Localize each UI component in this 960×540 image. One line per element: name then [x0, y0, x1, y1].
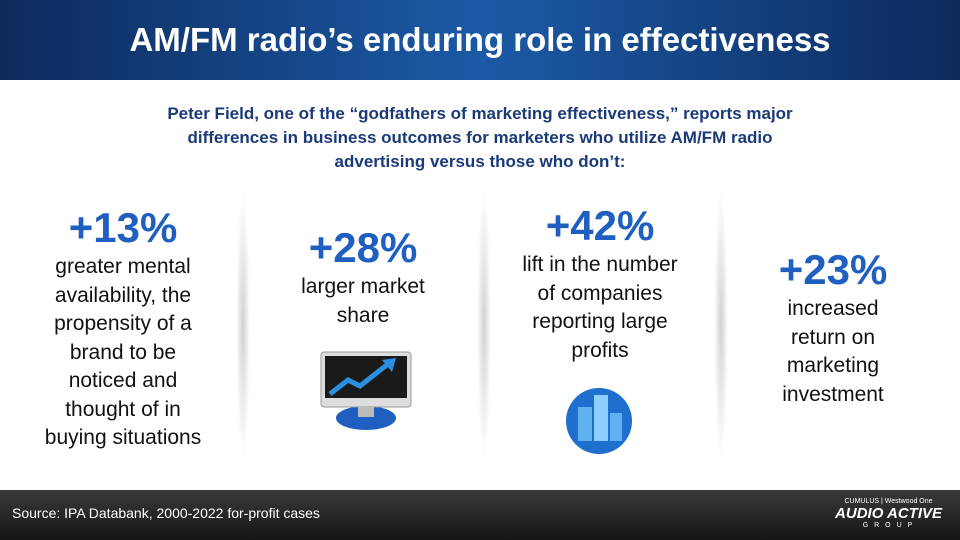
- title: AM/FM radio’s enduring role in effective…: [129, 21, 831, 58]
- logo-top: CUMULUS | Westwood One: [844, 498, 933, 505]
- stat-description: investment: [782, 382, 884, 406]
- intro-line: advertising versus those who don’t:: [334, 152, 626, 171]
- stat-description: thought of in: [65, 397, 181, 421]
- stat-description: marketing: [786, 354, 880, 377]
- stat-description: greater mental: [55, 255, 191, 278]
- stat-figure: +23%: [778, 246, 888, 293]
- intro: Peter Field, one of the “godfathers of m…: [80, 102, 880, 174]
- logo: CUMULUS | Westwood One AUDIO ACTIVE G R …: [835, 498, 942, 529]
- stat-description: of companies: [537, 281, 663, 305]
- stat-description: noticed and: [68, 369, 178, 392]
- stat-figure: +42%: [545, 202, 655, 249]
- separator: [477, 190, 491, 460]
- stat-figure: +13%: [68, 204, 178, 251]
- stat-description: increased: [787, 297, 879, 320]
- logo-brand: AUDIO ACTIVE: [835, 505, 942, 522]
- stat: +13% greater mental availability, the prope…: [18, 205, 228, 453]
- intro-line: differences in business outcomes for mar…: [187, 128, 773, 147]
- stat-description: return on: [790, 325, 876, 349]
- footer: [0, 490, 960, 540]
- stat: +42% lift in the number of companies report…: [495, 203, 705, 365]
- stat-description: larger market: [301, 275, 425, 298]
- stat: +28% larger market share: [263, 225, 463, 330]
- stat-description: buying situations: [44, 426, 202, 449]
- stat-figure: +28%: [308, 224, 418, 271]
- stat-description: lift in the number: [522, 253, 678, 276]
- stat-description: availability, the: [54, 283, 192, 307]
- stat-description: share: [336, 303, 390, 327]
- header: AM/FM radio’s enduring role in effective…: [0, 0, 960, 80]
- separator: [714, 190, 728, 460]
- intro-line: Peter Field, one of the “godfathers of m…: [167, 104, 793, 123]
- buildings-icon: [566, 388, 632, 454]
- stat-description: profits: [571, 338, 629, 362]
- stat: +23% increased return on marketing investmen…: [738, 247, 928, 409]
- monitor-icon: [320, 351, 412, 430]
- logo-sub: G R O U P: [862, 522, 915, 529]
- stat-description: propensity of a: [54, 312, 192, 335]
- source: Source: IPA Databank, 2000-2022 for-prof…: [12, 505, 320, 521]
- separator: [236, 190, 250, 460]
- stat-description: brand to be: [69, 340, 177, 364]
- stat-description: reporting large: [532, 310, 668, 333]
